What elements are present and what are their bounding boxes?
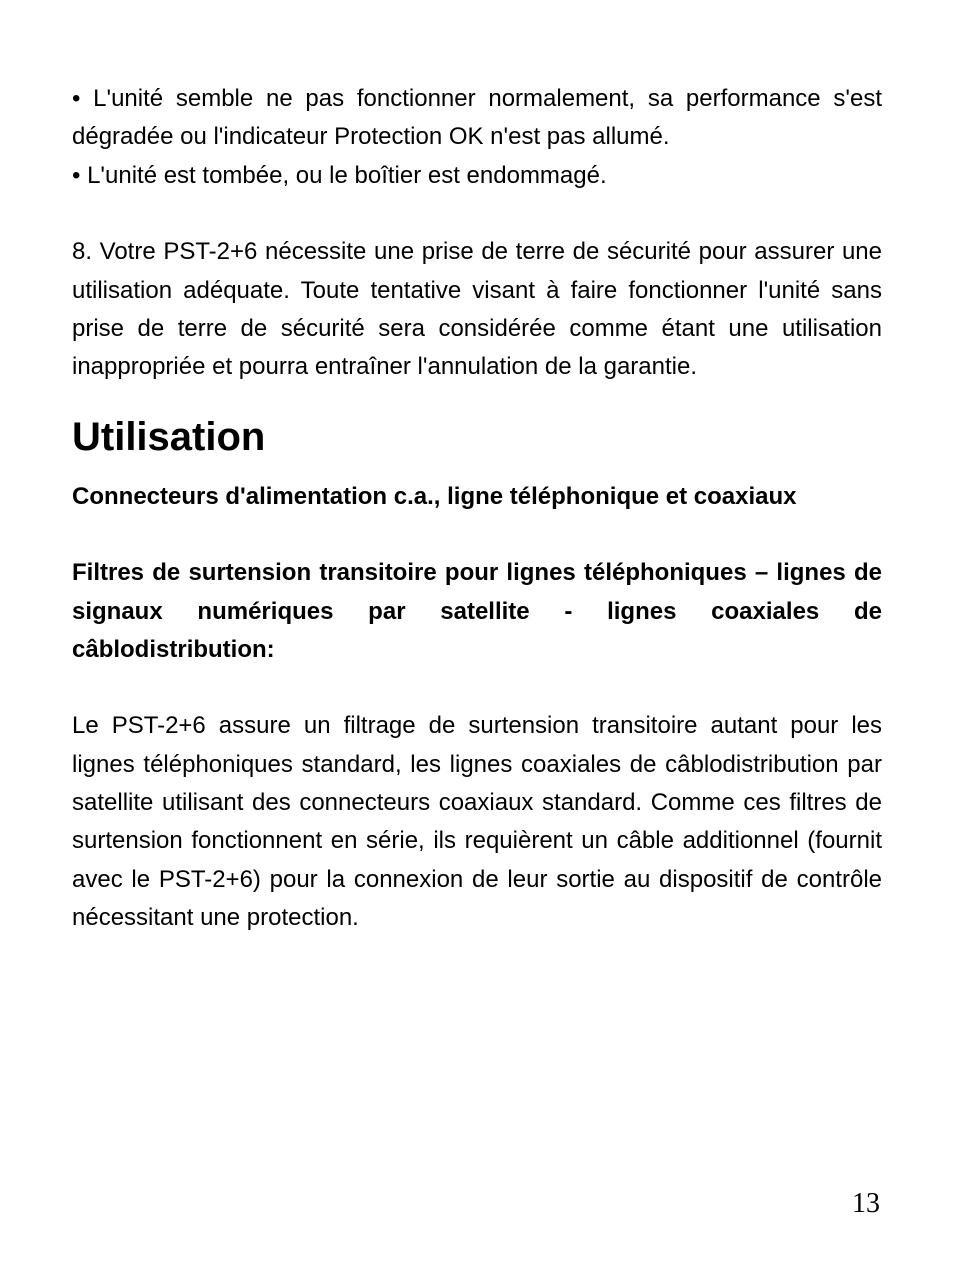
document-page: • L'unité semble ne pas fonctionner norm… bbox=[0, 0, 954, 1272]
spacer bbox=[72, 516, 882, 554]
paragraph-8: 8. Votre PST-2+6 nécessite une prise de … bbox=[72, 233, 882, 387]
spacer bbox=[72, 195, 882, 233]
paragraph-filtrage: Le PST-2+6 assure un filtrage de surtens… bbox=[72, 707, 882, 937]
page-number: 13 bbox=[852, 1188, 880, 1220]
subheading-filtres: Filtres de surtension transitoire pour l… bbox=[72, 554, 882, 669]
bullet-item-1: • L'unité semble ne pas fonctionner norm… bbox=[72, 80, 882, 157]
subheading-connecteurs: Connecteurs d'alimentation c.a., ligne t… bbox=[72, 478, 882, 516]
section-heading-utilisation: Utilisation bbox=[72, 415, 882, 460]
spacer bbox=[72, 669, 882, 707]
bullet-item-2: • L'unité est tombée, ou le boîtier est … bbox=[72, 157, 882, 195]
